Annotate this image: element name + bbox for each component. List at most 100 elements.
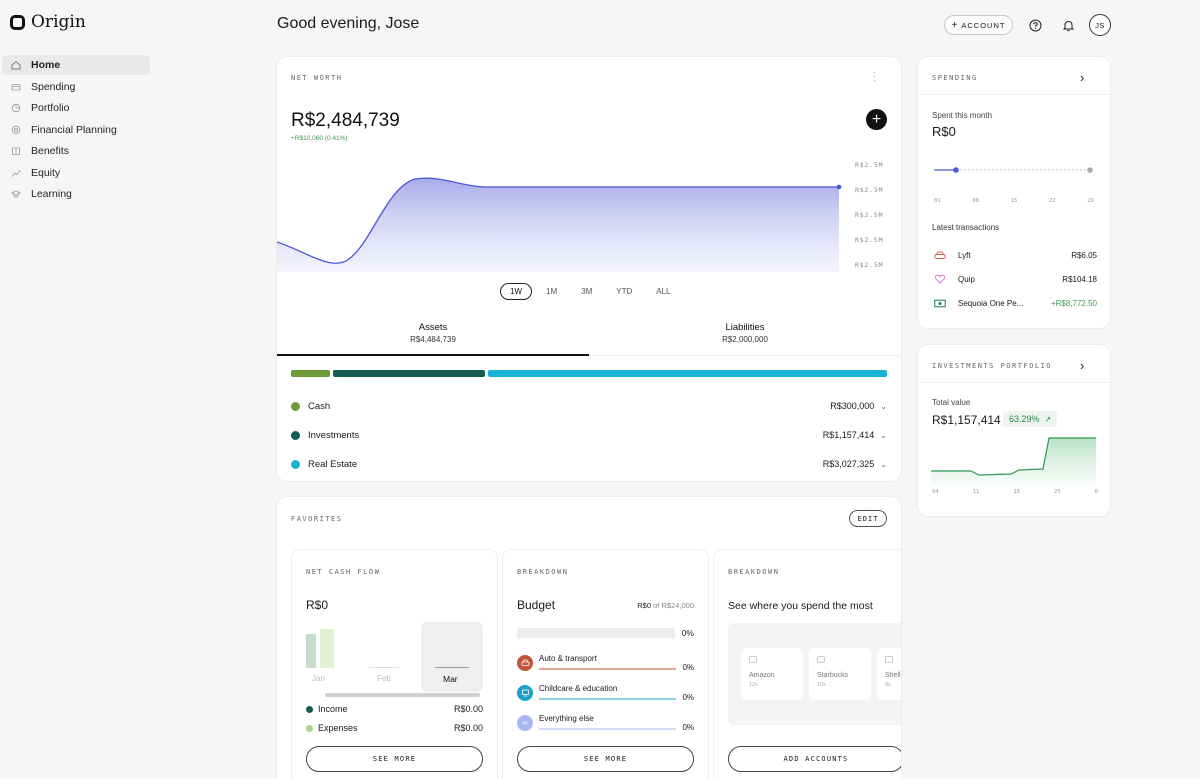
category-pct: 0% — [682, 693, 694, 702]
cash-flow-amount: R$0 — [306, 598, 329, 612]
net-worth-area — [277, 178, 839, 272]
income-dot — [306, 705, 313, 713]
change-badge: 63.29% ↗ — [1003, 411, 1058, 427]
avatar[interactable]: JS — [1089, 14, 1111, 36]
expenses-row: Expenses R$0.00 — [306, 723, 483, 733]
spending-chart — [934, 167, 1093, 173]
learning-icon — [10, 188, 22, 200]
spent-label: Spent this month — [932, 111, 993, 120]
tab-divider — [277, 355, 901, 356]
merchant-count: 8x — [885, 682, 891, 688]
spend-title: See where you spend the most — [728, 600, 873, 612]
box-icon — [749, 656, 757, 663]
legend-name: Income — [318, 704, 348, 714]
where-you-spend-card: BREAKDOWN See where you spend the most A… — [714, 550, 901, 779]
bell-icon[interactable] — [1060, 17, 1076, 33]
see-more-button[interactable]: SEE MORE — [517, 746, 694, 772]
origin-logo-icon — [10, 14, 25, 30]
chevron-down-icon: ⌄ — [880, 459, 887, 469]
investments-label: INVESTMENTS PORTFOLIO — [932, 362, 1053, 370]
investments-dot — [291, 430, 300, 440]
asset-row-investments[interactable]: Investments R$1,157,414 ⌄ — [291, 427, 887, 443]
tab-liabilities[interactable]: Liabilities R$2,000,000 — [589, 321, 901, 356]
cash-bar — [291, 370, 330, 377]
cup-icon — [817, 656, 825, 663]
selected-month-highlight — [421, 622, 483, 692]
range-selector: 1W 1M 3M YTD ALL — [500, 283, 684, 300]
range-all[interactable]: ALL — [656, 287, 671, 296]
net-worth-endpoint — [836, 184, 842, 190]
range-3m[interactable]: 3M — [581, 287, 593, 296]
net-worth-label: NET WORTH — [291, 74, 343, 82]
edit-button[interactable]: EDIT — [849, 510, 887, 527]
change-pct: 63.29% — [1009, 414, 1040, 424]
asset-row-cash[interactable]: Cash R$300,000 ⌄ — [291, 398, 887, 414]
sidebar-item-spending[interactable]: Spending — [2, 77, 150, 97]
spending-x-axis: 01 08 15 22 29 — [932, 198, 1096, 204]
help-icon[interactable] — [1027, 17, 1043, 33]
transaction-row[interactable]: Sequoia One Pe... +R$8,772.50 — [933, 298, 1097, 308]
scrollbar[interactable] — [325, 693, 480, 697]
tab-liabilities-value: R$2,000,000 — [722, 335, 768, 344]
active-tab-indicator — [277, 354, 589, 356]
plus-icon: + — [871, 110, 882, 128]
sidebar-nav: Home Spending Portfolio Financial Planni… — [2, 55, 150, 206]
transaction-name: Sequoia One Pe... — [958, 298, 1024, 308]
add-button[interactable]: + — [866, 109, 887, 130]
heart-icon — [933, 274, 947, 284]
total-value-label: Total value — [932, 398, 971, 407]
budget-spent: R$0 — [637, 601, 652, 610]
chevron-down-icon: ⌄ — [880, 430, 887, 440]
investments-x-axis: 04 11 18 25 0 — [932, 489, 1098, 495]
add-accounts-button[interactable]: ADD ACCOUNTS — [728, 746, 901, 772]
transaction-row[interactable]: Lyft R$6.05 — [933, 250, 1097, 260]
sidebar-item-learning[interactable]: Learning — [2, 184, 150, 204]
feb-baseline — [369, 667, 399, 668]
net-worth-delta: +R$10,060 (0.41%) — [291, 135, 348, 142]
investments-chart — [931, 437, 1096, 485]
x-tick: 29 — [1087, 198, 1094, 204]
investments-bar — [333, 370, 485, 377]
y-tick: R$2.5M — [855, 161, 884, 169]
sidebar-item-home[interactable]: Home — [2, 55, 150, 75]
add-account-button[interactable]: + ACCOUNT — [944, 15, 1013, 35]
category-bar — [539, 728, 676, 730]
sidebar-item-label: Spending — [31, 80, 76, 93]
tab-assets[interactable]: Assets R$4,484,739 — [277, 321, 589, 356]
net-worth-line — [277, 177, 839, 264]
page-title: Good evening, Jose — [277, 15, 420, 32]
see-more-button[interactable]: SEE MORE — [306, 746, 483, 772]
range-1w[interactable]: 1W — [500, 283, 532, 300]
cash-flow-label: NET CASH FLOW — [306, 568, 381, 576]
sidebar-item-label: Learning — [31, 188, 72, 200]
equity-icon — [10, 167, 22, 179]
x-tick: 18 — [1013, 489, 1020, 495]
sidebar-item-financial-planning[interactable]: Financial Planning — [2, 120, 150, 140]
sidebar-item-equity[interactable]: Equity — [2, 163, 150, 183]
transaction-amount: R$104.18 — [1062, 274, 1097, 284]
budget-total: of R$24,000 — [653, 601, 694, 610]
chevron-right-icon[interactable]: › — [1080, 358, 1085, 373]
sidebar-item-benefits[interactable]: Benefits — [2, 141, 150, 161]
x-tick: 15 — [1010, 198, 1018, 204]
logo[interactable]: Origin — [10, 12, 86, 32]
transaction-name: Quip — [958, 274, 975, 284]
legend-value: R$0.00 — [453, 723, 483, 733]
chevron-right-icon[interactable]: › — [1080, 70, 1085, 85]
x-tick: 25 — [1054, 489, 1061, 495]
y-tick: R$2.5M — [855, 236, 884, 244]
chevron-down-icon: ⌄ — [880, 401, 887, 411]
more-options-icon[interactable]: · · · — [873, 67, 877, 86]
asset-row-real-estate[interactable]: Real Estate R$3,027,325 ⌄ — [291, 456, 887, 472]
budget-title: Budget — [517, 598, 556, 612]
sidebar-item-portfolio[interactable]: Portfolio — [2, 98, 150, 118]
tab-assets-value: R$4,484,739 — [410, 335, 456, 344]
category-bar — [539, 668, 676, 670]
expense-bar — [320, 629, 334, 668]
range-1m[interactable]: 1M — [546, 287, 558, 296]
spend-breakdown-label: BREAKDOWN — [728, 568, 780, 576]
merchant-name: Shell — [885, 672, 901, 679]
range-ytd[interactable]: YTD — [616, 287, 633, 296]
spending-card: SPENDING › Spent this month R$0 01 08 15… — [918, 57, 1110, 328]
transaction-row[interactable]: Quip R$104.18 — [933, 274, 1097, 284]
